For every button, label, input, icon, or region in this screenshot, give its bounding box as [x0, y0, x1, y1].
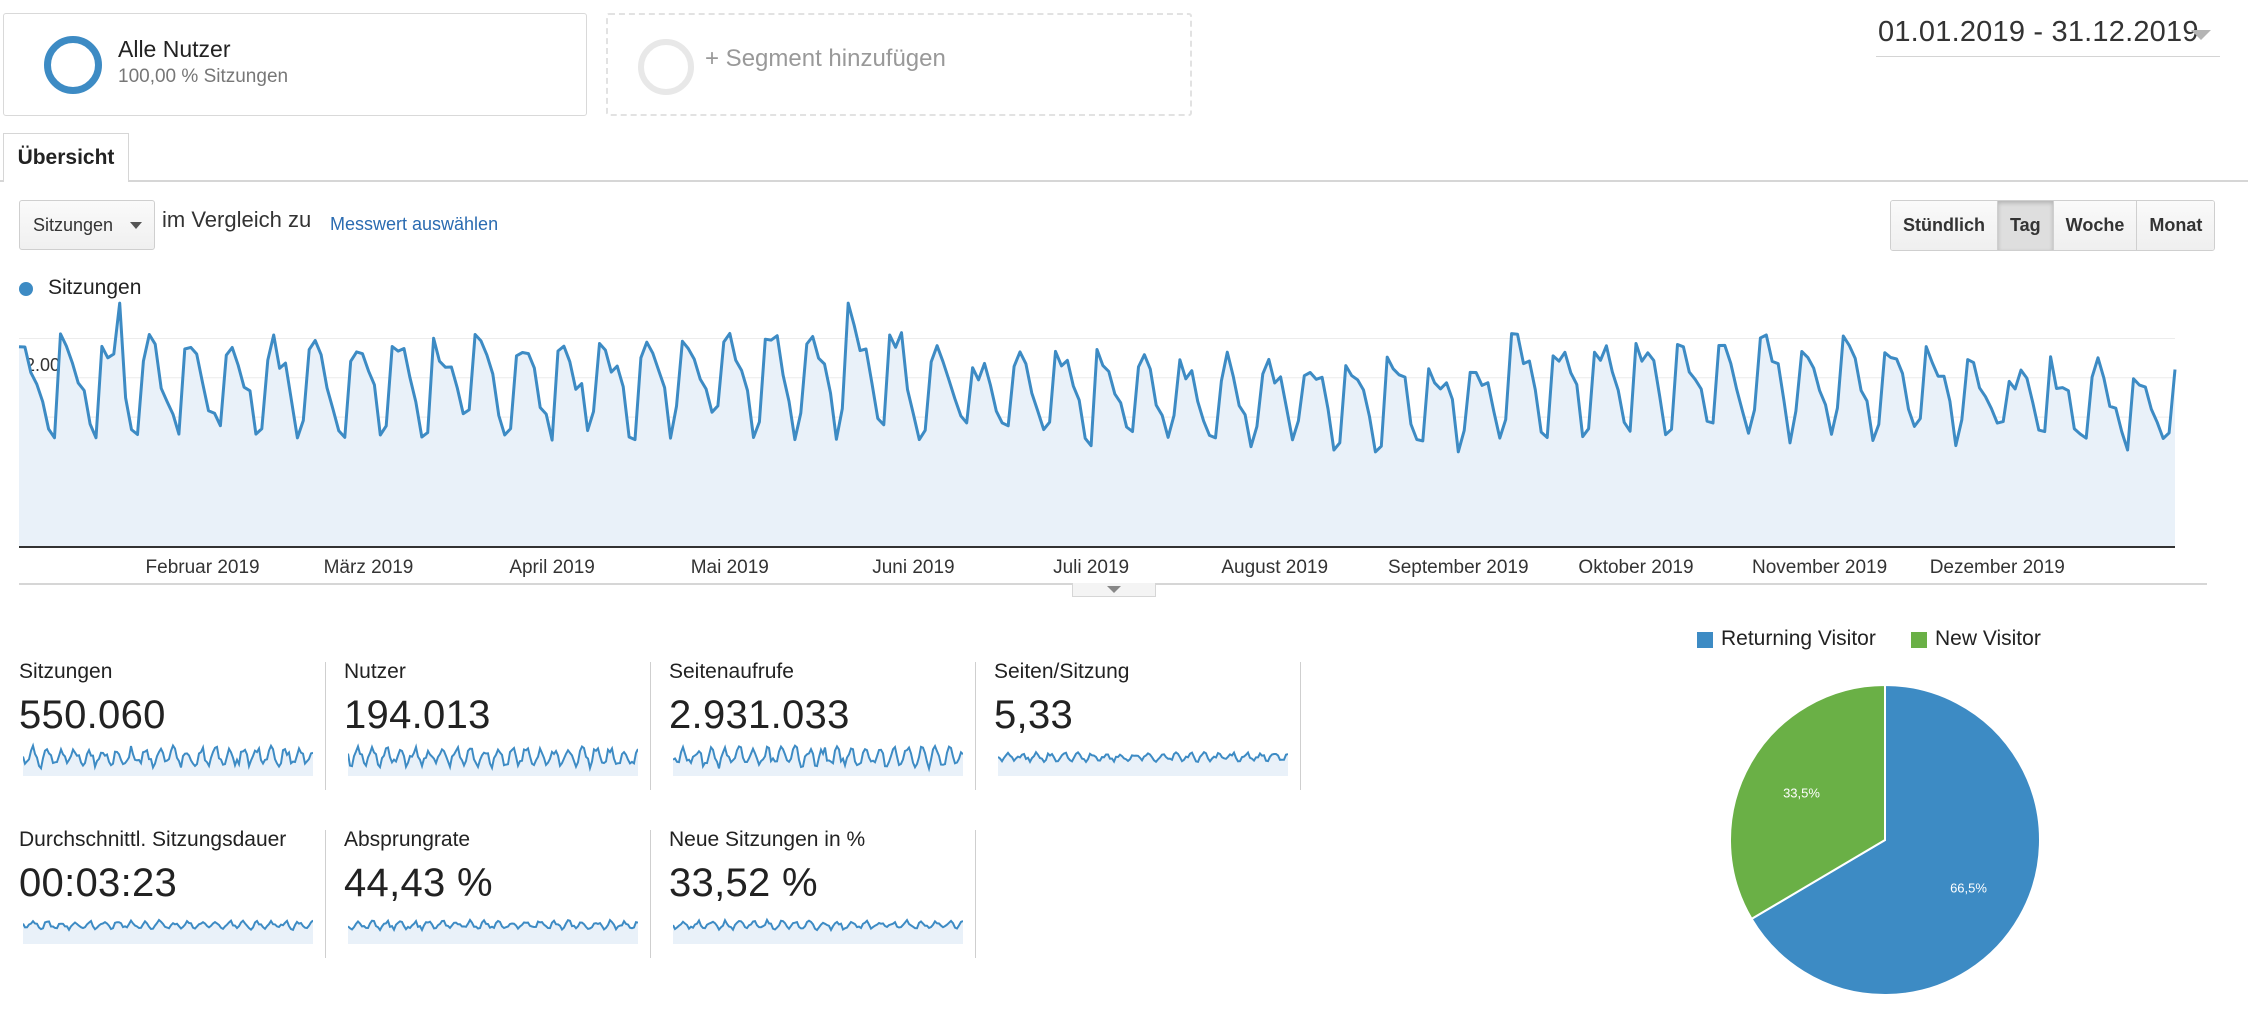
scorecard-divider: [650, 830, 651, 958]
metric-select-value: Sitzungen: [33, 215, 114, 235]
segment-title: Alle Nutzer: [118, 36, 231, 62]
sparkline-line: [673, 917, 963, 933]
chevron-down-icon[interactable]: [2191, 30, 2211, 40]
period-toggle-group: Stündlich Tag Woche Monat: [1890, 200, 2216, 251]
period-hourly-button[interactable]: Stündlich: [1891, 201, 1998, 250]
scorecard-title: Absprungrate: [344, 828, 471, 851]
scorecard-value: 44,43 %: [344, 861, 493, 905]
scorecard-value: 194.013: [344, 693, 491, 737]
date-range-picker[interactable]: 01.01.2019 - 31.12.2019: [1878, 16, 2199, 48]
x-tick-label: Februar 2019: [146, 557, 260, 578]
sparkline-area: [673, 919, 963, 944]
segment-all-users[interactable]: Alle Nutzer 100,00 % Sitzungen: [3, 13, 587, 116]
scorecard[interactable]: Neue Sitzungen in % 33,52 %: [669, 828, 994, 946]
scorecard-divider: [1300, 662, 1301, 790]
scorecard-value: 33,52 %: [669, 861, 818, 905]
scorecard-value: 00:03:23: [19, 861, 178, 905]
add-segment-button[interactable]: + Segment hinzufügen: [606, 13, 1192, 116]
x-tick-label: Dezember 2019: [1930, 557, 2065, 578]
x-tick-label: Juni 2019: [872, 557, 954, 578]
tab-divider: [0, 180, 2248, 182]
chart-collapse-toggle[interactable]: [1072, 583, 1156, 597]
sparkline-line: [673, 743, 963, 773]
scorecard[interactable]: Absprungrate 44,43 %: [344, 828, 669, 946]
scorecard-sparkline: [348, 918, 638, 944]
x-tick-label: Juli 2019: [1053, 557, 1129, 578]
period-week-button[interactable]: Woche: [2053, 201, 2138, 250]
x-tick-label: Oktober 2019: [1578, 557, 1693, 578]
sparkline-line: [23, 918, 313, 932]
scorecard-divider: [325, 662, 326, 790]
collapse-arrow-icon: [1107, 586, 1121, 593]
scorecard-title: Durchschnittl. Sitzungsdauer: [19, 828, 287, 851]
scorecard-title: Nutzer: [344, 660, 406, 683]
pie-slice-label: 33,5%: [1783, 785, 1820, 800]
sparkline-line: [348, 743, 638, 772]
scorecard-title: Sitzungen: [19, 660, 113, 683]
scorecard-divider: [975, 830, 976, 958]
x-tick-label: September 2019: [1388, 557, 1529, 578]
pie-slice-returning: [1750, 683, 2041, 996]
series-legend-dot: [19, 282, 33, 296]
date-range-underline: [1876, 56, 2220, 57]
x-tick-label: November 2019: [1752, 557, 1887, 578]
sparkline-area: [23, 920, 313, 944]
dropdown-caret-icon: [130, 222, 142, 229]
legend-returning-label[interactable]: Returning Visitor: [1721, 627, 1876, 650]
sparkline-line: [998, 750, 1288, 764]
x-tick-label: April 2019: [509, 557, 595, 578]
tab-overview[interactable]: Übersicht: [3, 133, 129, 182]
compare-label: im Vergleich zu: [162, 207, 312, 232]
scorecard-value: 5,33: [994, 693, 1074, 737]
series-legend-label: Sitzungen: [48, 276, 142, 299]
scorecard[interactable]: Seiten/Sitzung 5,33: [994, 660, 1319, 778]
segment-placeholder-icon: [638, 39, 694, 95]
add-segment-label: + Segment hinzufügen: [705, 45, 946, 72]
scorecard[interactable]: Sitzungen 550.060: [19, 660, 344, 778]
segment-ring-icon: [44, 36, 102, 94]
legend-new-swatch: [1911, 632, 1927, 648]
scorecard-sparkline: [998, 750, 1288, 776]
scorecard-sparkline: [673, 743, 963, 776]
visitor-type-pie-chart: 66,5% 33,5%: [1729, 683, 2041, 996]
period-day-button[interactable]: Tag: [1998, 201, 2054, 250]
scorecard-sparkline: [348, 743, 638, 776]
sessions-line: [18, 301, 2177, 454]
sessions-area: [19, 303, 2175, 547]
scorecard-title: Seiten/Sitzung: [994, 660, 1130, 683]
scorecard-sparkline: [23, 742, 313, 776]
scorecard-sparkline: [673, 917, 963, 944]
scorecard[interactable]: Durchschnittl. Sitzungsdauer 00:03:23: [19, 828, 344, 946]
scorecard-title: Seitenaufrufe: [669, 660, 794, 683]
select-metric-link[interactable]: Messwert auswählen: [330, 214, 499, 234]
pie-slice-new: [1729, 683, 1886, 921]
sparkline-line: [23, 742, 313, 771]
x-tick-label: März 2019: [324, 557, 414, 578]
metric-select[interactable]: Sitzungen: [19, 200, 155, 250]
sparkline-line: [348, 918, 638, 933]
legend-new-label[interactable]: New Visitor: [1935, 627, 2041, 650]
scorecard[interactable]: Nutzer 194.013: [344, 660, 669, 778]
scorecard-value: 550.060: [19, 693, 166, 737]
x-tick-label: August 2019: [1221, 557, 1328, 578]
scorecard-divider: [975, 662, 976, 790]
legend-returning-swatch: [1697, 632, 1713, 648]
scorecard-divider: [325, 830, 326, 958]
sparkline-area: [673, 745, 963, 776]
pie-slice-label: 66,5%: [1950, 881, 1987, 896]
scorecard[interactable]: Seitenaufrufe 2.931.033: [669, 660, 994, 778]
scorecard-value: 2.931.033: [669, 693, 850, 737]
scorecard-title: Neue Sitzungen in %: [669, 828, 866, 851]
period-month-button[interactable]: Monat: [2137, 201, 2215, 250]
sparkline-area: [348, 746, 638, 776]
scorecard-divider: [650, 662, 651, 790]
segment-subtitle: 100,00 % Sitzungen: [118, 66, 289, 87]
x-tick-label: Mai 2019: [691, 557, 769, 578]
scorecard-sparkline: [23, 918, 313, 944]
